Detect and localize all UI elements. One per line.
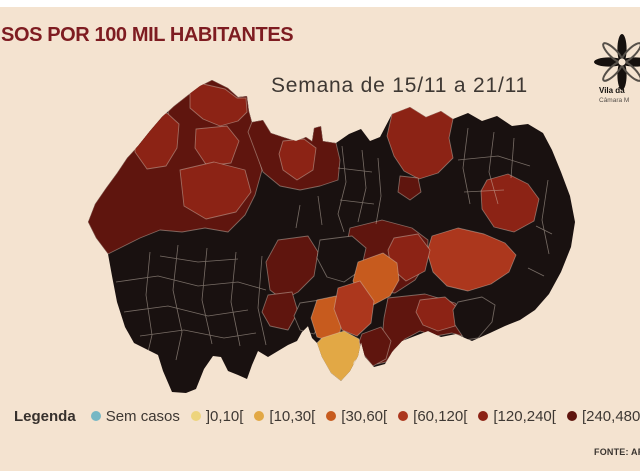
municipality-borders — [115, 127, 553, 361]
municipality-cell — [316, 235, 367, 283]
municipality-cell — [415, 296, 461, 332]
municipality-cell — [387, 233, 431, 282]
logo-org-name: Vila da — [599, 86, 625, 95]
municipality-cell — [194, 125, 240, 167]
legend-label: ]0,10[ — [205, 407, 244, 425]
source-credit: FONTE: AR — [594, 447, 640, 457]
municipality-cell-yellow — [316, 330, 362, 382]
legend-dot-0-10 — [190, 411, 201, 421]
legend-dot-sem-casos — [90, 411, 101, 421]
top-white-strip — [0, 0, 640, 7]
legend-item-0-10: ]0,10[ — [190, 407, 244, 425]
legend-item-sem-casos: Sem casos — [90, 407, 180, 425]
legend-dot-10-30 — [254, 411, 265, 421]
legend-bar: Legenda Sem casos ]0,10[ [10,30[ [30,60[… — [14, 404, 640, 428]
municipality-cell — [278, 138, 317, 181]
legend-item-60-120: [60,120[ — [398, 408, 467, 425]
legend-dot-60-120 — [398, 411, 409, 421]
municipality-cell — [265, 235, 319, 301]
legend-dot-120-240 — [478, 411, 489, 421]
legend-dot-30-60 — [326, 411, 337, 421]
legend-title: Legenda — [14, 407, 76, 425]
legend-label: [60,120[ — [413, 407, 468, 425]
municipality-cell-pale — [353, 359, 363, 369]
municipality-cell — [452, 296, 496, 341]
legend-item-120-240: [120,240[ — [478, 408, 556, 425]
page-title: SOS POR 100 MIL HABITANTES — [1, 24, 294, 46]
municipality-cell — [426, 227, 517, 292]
legend-item-10-30: [10,30[ — [254, 408, 315, 425]
logo-flower-icon — [594, 34, 640, 90]
legend-label: [240,480[ — [581, 407, 640, 425]
legend-label: [30,60[ — [341, 407, 388, 425]
municipality-cell — [480, 173, 540, 233]
legend-label: Sem casos — [105, 407, 180, 425]
municipality-cell — [189, 80, 248, 127]
municipality-cell — [386, 106, 454, 180]
legend-label: [120,240[ — [493, 407, 556, 425]
municipality-cell — [397, 175, 422, 201]
legend-dot-240-480 — [566, 411, 577, 421]
week-subtitle: Semana de 15/11 a 21/11 — [271, 74, 528, 97]
municipality-cell — [333, 280, 375, 337]
legend-label: [10,30[ — [269, 407, 316, 425]
legend-item-240-480: [240,480[ — [566, 407, 640, 425]
municipality-cell — [358, 326, 392, 367]
logo-org-subname: Câmara M — [599, 97, 630, 104]
municipality-cell — [179, 161, 252, 220]
municipality-cells — [88, 80, 540, 382]
legend-item-30-60: [30,60[ — [326, 408, 387, 425]
municipality-cell — [261, 291, 299, 331]
